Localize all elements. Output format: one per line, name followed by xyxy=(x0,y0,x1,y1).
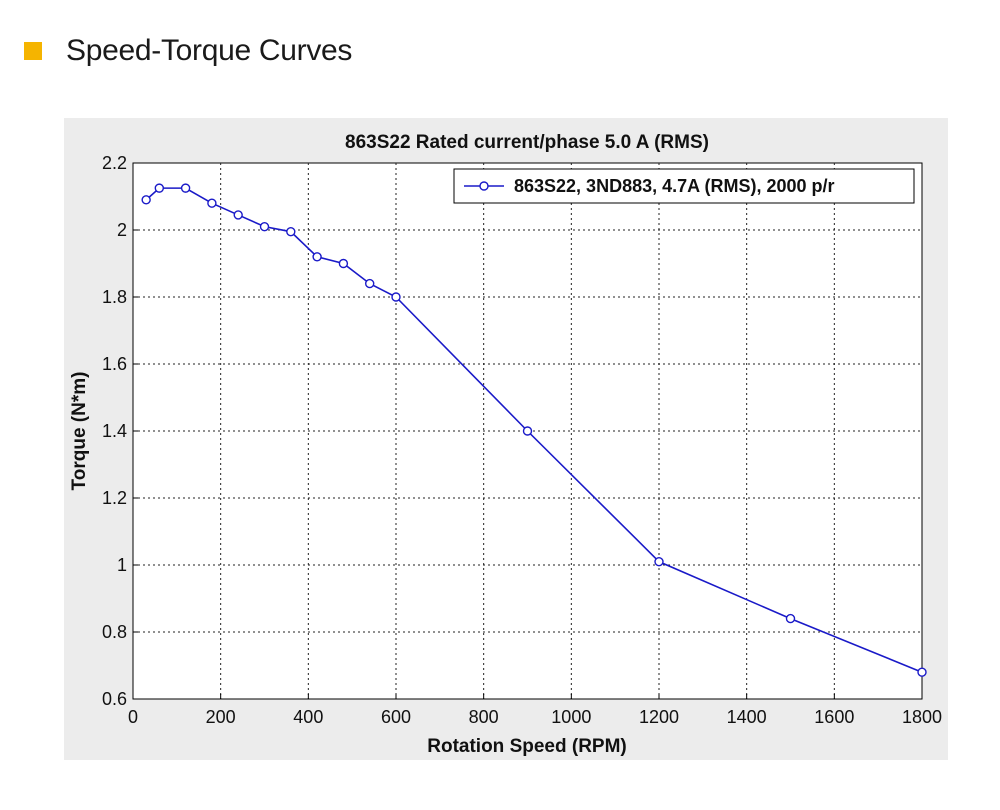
data-point xyxy=(141,195,151,205)
data-point xyxy=(207,198,217,208)
data-point xyxy=(785,613,796,624)
y-tick-label: 1 xyxy=(117,555,127,575)
x-tick-label: 1800 xyxy=(902,707,942,727)
section-header: Speed-Torque Curves xyxy=(24,34,352,68)
x-tick-label: 600 xyxy=(381,707,411,727)
data-point xyxy=(154,183,165,193)
data-point xyxy=(365,278,375,289)
x-tick-label: 0 xyxy=(128,707,138,727)
data-point xyxy=(522,426,533,436)
y-tick-label: 0.6 xyxy=(102,689,127,709)
y-tick-label: 2 xyxy=(117,220,127,240)
legend-marker-swatch xyxy=(479,181,489,191)
data-point xyxy=(259,221,270,232)
section-title: Speed-Torque Curves xyxy=(66,34,353,67)
data-point xyxy=(338,258,349,269)
data-point xyxy=(654,556,664,567)
x-tick-label: 1400 xyxy=(727,707,767,727)
y-axis-label: Torque (N*m) xyxy=(69,372,90,491)
x-tick-label: 1200 xyxy=(639,707,679,727)
data-point xyxy=(286,226,296,237)
x-tick-label: 1600 xyxy=(814,707,854,727)
data-point xyxy=(233,210,243,220)
x-axis-label: Rotation Speed (RPM) xyxy=(427,736,627,757)
y-tick-label: 1.4 xyxy=(102,421,127,441)
x-tick-label: 1000 xyxy=(551,707,591,727)
y-tick-label: 1.6 xyxy=(102,354,127,374)
y-tick-label: 1.8 xyxy=(102,287,127,307)
chart-title: 863S22 Rated current/phase 5.0 A (RMS) xyxy=(345,132,709,153)
section-marker-icon xyxy=(24,42,42,60)
y-tick-label: 0.8 xyxy=(102,622,127,642)
data-point xyxy=(180,183,191,193)
speed-torque-chart: 0 200 400 600 800 1000 1200 1400 1600 1800 0.6 0.8 1… xyxy=(69,132,942,757)
y-tick-label: 2.2 xyxy=(102,153,127,173)
data-point xyxy=(312,252,322,262)
legend-box xyxy=(453,168,915,204)
chart-figure: 0 200 400 600 800 1000 1200 1400 1600 1800 0.6 0.8 1… xyxy=(64,118,948,760)
data-point xyxy=(917,667,927,677)
data-point xyxy=(391,292,401,302)
y-tick-label: 1.2 xyxy=(102,488,127,508)
x-tick-label: 200 xyxy=(206,707,236,727)
x-tick-label: 400 xyxy=(293,707,323,727)
legend-label: 863S22, 3ND883, 4.7A (RMS), 2000 p/r xyxy=(514,176,835,196)
x-tick-label: 800 xyxy=(469,707,499,727)
